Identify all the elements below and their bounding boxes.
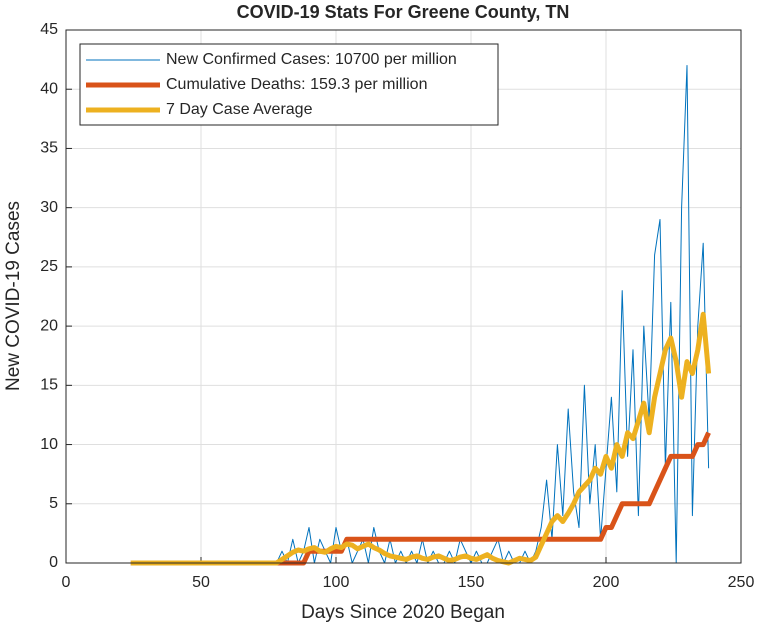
y-tick-label: 25 — [40, 258, 58, 275]
y-tick-label: 40 — [40, 80, 58, 97]
y-tick-label: 0 — [49, 554, 58, 571]
x-tick-label: 150 — [458, 574, 485, 591]
y-tick-label: 10 — [40, 436, 58, 453]
y-axis-label: New COVID-19 Cases — [3, 201, 24, 391]
y-tick-label: 35 — [40, 140, 58, 157]
x-tick-label: 200 — [593, 574, 620, 591]
y-tick-label: 45 — [40, 21, 58, 38]
axes-box — [65, 29, 742, 564]
x-axis-label: Days Since 2020 Began — [301, 602, 505, 623]
x-tick-label: 0 — [62, 574, 71, 591]
legend-label: Cumulative Deaths: 159.3 per million — [166, 76, 427, 93]
x-tick-label: 250 — [728, 574, 755, 591]
x-tick-label: 100 — [323, 574, 350, 591]
legend-label: New Confirmed Cases: 10700 per million — [166, 51, 457, 68]
x-tick-label: 50 — [192, 574, 210, 591]
legend: New Confirmed Cases: 10700 per million Cu… — [79, 43, 499, 126]
y-tick-label: 15 — [40, 377, 58, 394]
y-tick-label: 30 — [40, 199, 58, 216]
legend-label: 7 Day Case Average — [166, 101, 313, 118]
y-tick-label: 5 — [49, 495, 58, 512]
chart-title: COVID-19 Stats For Greene County, TN — [237, 2, 570, 22]
y-tick-label: 20 — [40, 317, 58, 334]
